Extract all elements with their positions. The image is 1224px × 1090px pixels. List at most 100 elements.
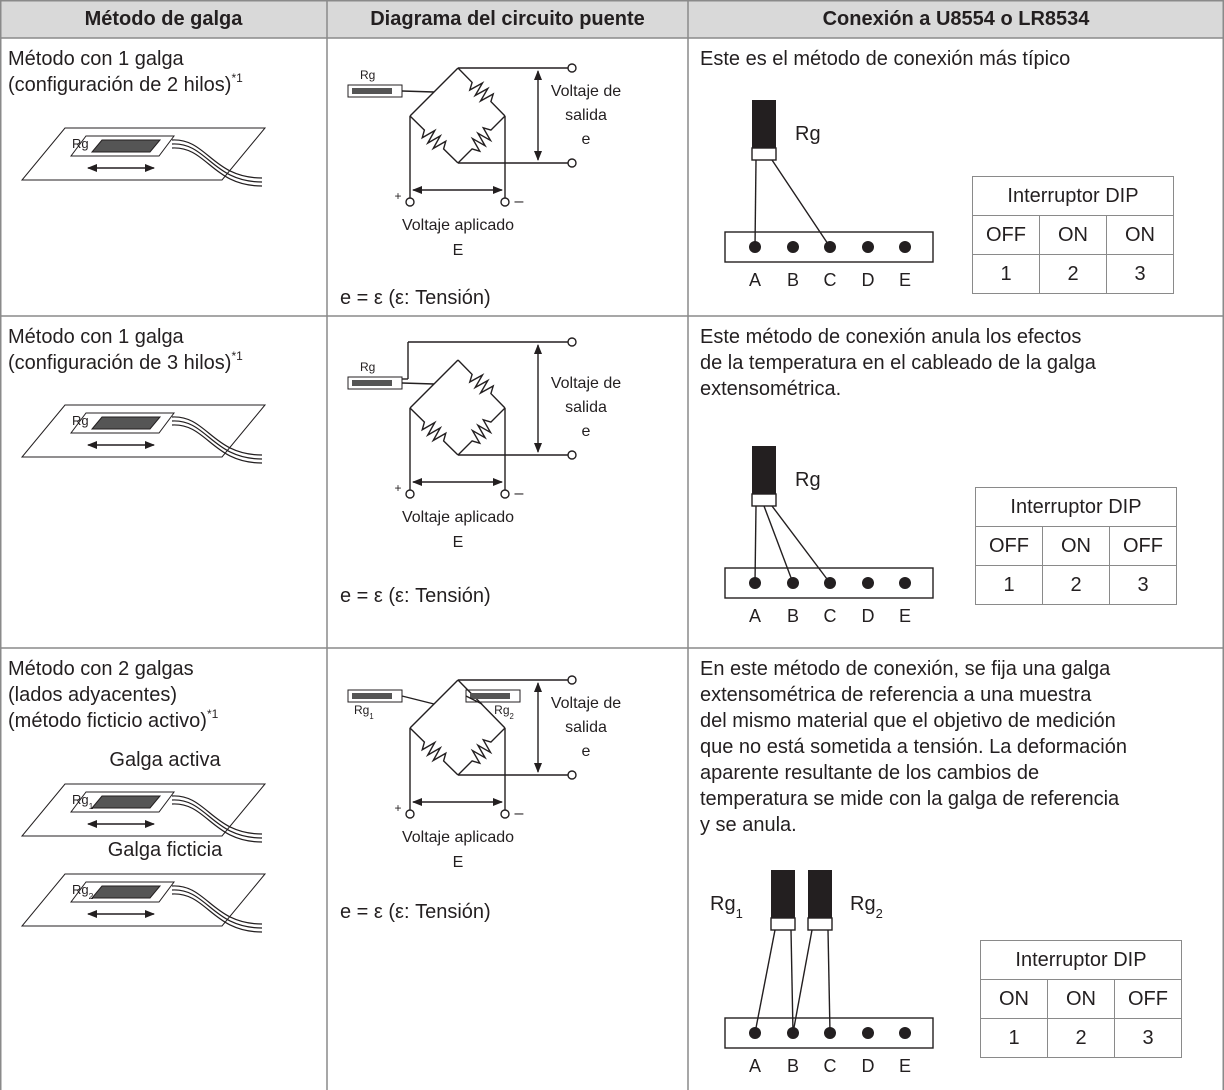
lead-wire bbox=[171, 139, 263, 179]
terminal bbox=[405, 489, 415, 499]
formula: e = ε (ε: Tensión) bbox=[340, 901, 491, 923]
connection-wire bbox=[754, 159, 757, 248]
terminal bbox=[567, 675, 577, 685]
gauge-grid bbox=[90, 795, 162, 809]
minus-sign: – bbox=[515, 485, 524, 502]
lead-wire bbox=[171, 416, 263, 456]
dip-row: OFF ON ON bbox=[972, 215, 1174, 255]
gauge-label-text: Rg bbox=[795, 469, 821, 491]
gauge-label-subscript: 2 bbox=[510, 712, 514, 721]
terminal-label: D bbox=[862, 606, 875, 626]
lead-wire bbox=[171, 420, 263, 460]
output-label: e bbox=[582, 423, 591, 440]
gauge-element bbox=[470, 693, 510, 699]
gauge-body bbox=[752, 100, 776, 148]
terminal-label: D bbox=[862, 1056, 875, 1076]
terminal-dot bbox=[787, 241, 799, 253]
dip-number: 1 bbox=[980, 1018, 1048, 1058]
terminal-label: C bbox=[824, 606, 837, 626]
lead-wire bbox=[171, 795, 263, 835]
terminal-dot bbox=[899, 1027, 911, 1039]
plus-sign: + bbox=[394, 801, 401, 815]
gauge-label: Rg1 bbox=[710, 893, 743, 921]
terminal-label: C bbox=[824, 1056, 837, 1076]
gauge-label-text: Rg bbox=[72, 882, 89, 897]
lead-wire bbox=[171, 147, 263, 187]
terminal-label: B bbox=[787, 1056, 799, 1076]
terminal bbox=[567, 450, 577, 460]
lead-wire bbox=[171, 893, 263, 933]
gauge-wire bbox=[401, 90, 435, 93]
connection-text: y se anula. bbox=[700, 814, 797, 836]
gauge-label-text: Rg bbox=[72, 136, 89, 151]
connection-wire bbox=[827, 929, 831, 1034]
dip-state: OFF bbox=[1109, 526, 1177, 566]
resistor bbox=[409, 727, 459, 776]
minus-sign: – bbox=[515, 805, 524, 822]
terminal-dot bbox=[862, 1027, 874, 1039]
output-label: salida bbox=[565, 399, 607, 416]
gauge-label-subscript: 2 bbox=[89, 891, 94, 901]
resistor bbox=[457, 727, 506, 776]
resistor bbox=[457, 407, 506, 456]
terminal-dot bbox=[862, 577, 874, 589]
dip-row: Interruptor DIP bbox=[980, 940, 1182, 980]
terminal bbox=[567, 770, 577, 780]
connection-text: Este método de conexión anula los efecto… bbox=[700, 326, 1082, 348]
method-text: Método con 2 galgas bbox=[8, 658, 194, 680]
footnote-mark: *1 bbox=[231, 349, 243, 363]
lead-wire bbox=[171, 889, 263, 929]
lead-wire bbox=[171, 803, 263, 843]
applied-label: Voltaje aplicado bbox=[402, 509, 514, 526]
gauge-grid bbox=[90, 139, 162, 153]
column-header: Conexión a U8554 o LR8534 bbox=[822, 8, 1090, 30]
dip-state: ON bbox=[980, 979, 1048, 1019]
connection-wire bbox=[754, 929, 776, 1034]
lead-wire bbox=[171, 885, 263, 925]
terminal-label: A bbox=[749, 270, 761, 290]
gauge-element bbox=[352, 693, 392, 699]
column-header: Diagrama del circuito puente bbox=[370, 8, 645, 30]
gauge-label: Rg1 bbox=[72, 792, 94, 811]
dip-state: ON bbox=[1039, 215, 1107, 255]
gauge-body bbox=[808, 870, 832, 918]
dip-number: 2 bbox=[1047, 1018, 1115, 1058]
dip-state: OFF bbox=[1114, 979, 1182, 1019]
gauge-label-text: Rg bbox=[494, 703, 509, 717]
terminal-dot bbox=[899, 577, 911, 589]
dip-number: 3 bbox=[1109, 565, 1177, 605]
output-label: salida bbox=[565, 107, 607, 124]
gauge-label-text: Rg bbox=[360, 68, 375, 82]
terminal-label: B bbox=[787, 606, 799, 626]
output-label: Voltaje de bbox=[551, 695, 621, 712]
connection-wire bbox=[754, 505, 757, 584]
footnote-mark: *1 bbox=[206, 707, 219, 721]
dip-title: Interruptor DIP bbox=[980, 940, 1182, 980]
gauge-label: Rg bbox=[72, 136, 89, 151]
terminal-dot bbox=[899, 241, 911, 253]
gauge-wire bbox=[465, 695, 483, 705]
connection-text: temperatura se mide con la galga de refe… bbox=[700, 788, 1120, 810]
method-text: (configuración de 2 hilos)*1 bbox=[8, 71, 243, 96]
terminal-label: B bbox=[787, 270, 799, 290]
gauge-label: Rg bbox=[360, 360, 375, 374]
output-label: Voltaje de bbox=[551, 83, 621, 100]
formula: e = ε (ε: Tensión) bbox=[340, 585, 491, 607]
dip-title: Interruptor DIP bbox=[972, 176, 1174, 216]
footnote-mark: *1 bbox=[231, 71, 243, 85]
applied-label: E bbox=[453, 534, 464, 551]
gauge-element bbox=[352, 380, 392, 386]
method-text: Método con 1 galga bbox=[8, 48, 184, 70]
connection-wire bbox=[792, 929, 813, 1034]
output-label: Voltaje de bbox=[551, 375, 621, 392]
connection-wire bbox=[771, 505, 831, 584]
lead-wire bbox=[171, 143, 263, 183]
terminal bbox=[500, 809, 510, 819]
gauge-label: Rg bbox=[795, 123, 821, 145]
terminal bbox=[500, 489, 510, 499]
dip-switch-table: Interruptor DIP OFF ON OFF 1 2 3 bbox=[975, 487, 1177, 605]
gauge-tab bbox=[751, 147, 777, 161]
